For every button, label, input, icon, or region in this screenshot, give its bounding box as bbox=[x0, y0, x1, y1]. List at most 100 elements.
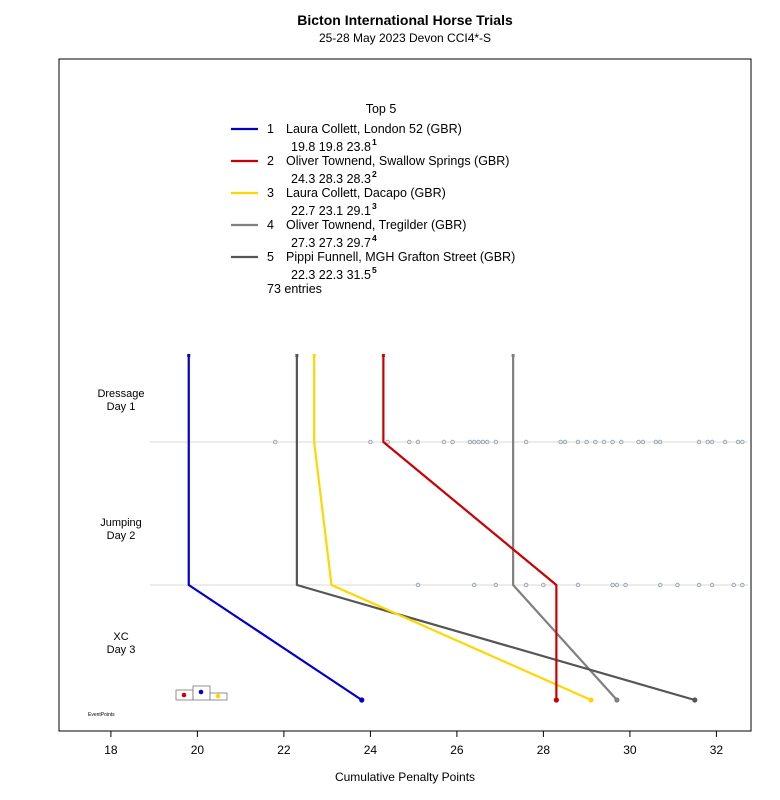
field-point-dressage bbox=[575, 439, 581, 445]
field-point-jumping bbox=[623, 582, 628, 588]
plot-frame bbox=[58, 58, 752, 732]
field-point-dressage bbox=[584, 439, 589, 445]
phase-label: XC bbox=[113, 631, 128, 643]
field-point-jumping bbox=[709, 582, 715, 588]
phase-day-label: Day 2 bbox=[107, 530, 136, 542]
x-tick-label: 18 bbox=[104, 743, 118, 757]
legend-rank: 2 bbox=[267, 154, 274, 168]
field-point-jumping bbox=[657, 582, 663, 588]
field-point-dressage bbox=[601, 439, 607, 445]
series-end-2 bbox=[553, 697, 559, 703]
series-start-2 bbox=[381, 354, 385, 357]
field-point-jumping bbox=[523, 582, 529, 588]
legend-name: Laura Collett, Dacapo (GBR) bbox=[286, 186, 446, 200]
podium-icon bbox=[175, 685, 228, 701]
field-point-dressage bbox=[735, 439, 741, 445]
field-point-dressage bbox=[484, 439, 490, 445]
legend-rank: 5 bbox=[267, 250, 274, 264]
field-point-dressage bbox=[480, 439, 486, 445]
legend-scores: 24.3 28.3 28.3 bbox=[291, 172, 371, 186]
x-tick-label: 32 bbox=[710, 743, 724, 757]
field-point-dressage bbox=[593, 439, 598, 445]
series-end-5 bbox=[692, 697, 698, 703]
field-point-dressage bbox=[476, 439, 481, 445]
field-point-jumping bbox=[610, 582, 615, 588]
field-point-dressage bbox=[610, 439, 615, 445]
field-point-jumping bbox=[472, 582, 477, 588]
legend-name: Oliver Townend, Swallow Springs (GBR) bbox=[286, 154, 509, 168]
field-point-dressage bbox=[653, 439, 659, 445]
field-point-dressage bbox=[493, 439, 499, 445]
series-line-2 bbox=[382, 355, 558, 700]
series-start-4 bbox=[511, 354, 515, 357]
field-point-dressage bbox=[722, 439, 728, 445]
x-tick-label: 20 bbox=[191, 743, 205, 757]
field-point-dressage bbox=[368, 439, 373, 445]
legend-title: Top 5 bbox=[366, 102, 397, 116]
x-tick-label: 28 bbox=[537, 743, 551, 757]
field-point-dressage bbox=[640, 439, 646, 445]
legend: Top 51 Laura Collett, London 52 (GBR)19.8… bbox=[231, 102, 515, 296]
field-point-dressage bbox=[467, 439, 473, 445]
legend-final-rank: 2 bbox=[372, 169, 377, 179]
legend-name: Laura Collett, London 52 (GBR) bbox=[286, 122, 462, 136]
podium-dot-third bbox=[215, 693, 221, 699]
legend-rank: 4 bbox=[267, 218, 274, 232]
field-point-dressage bbox=[450, 439, 455, 445]
legend-name: Pippi Funnell, MGH Grafton Street (GBR) bbox=[286, 250, 515, 264]
field-point-dressage bbox=[562, 439, 568, 445]
x-axis: 18 20 22 24 26 28 30 32 bbox=[104, 731, 723, 757]
phase-label: Jumping bbox=[100, 517, 142, 529]
legend-scores: 22.7 23.1 29.1 bbox=[291, 204, 371, 218]
field-point-jumping bbox=[740, 582, 745, 588]
phase-label: Dressage bbox=[97, 388, 144, 400]
series-line-5 bbox=[295, 355, 696, 702]
field-point-dressage bbox=[619, 439, 624, 445]
field-point-dressage bbox=[740, 439, 745, 445]
x-tick-label: 22 bbox=[277, 743, 291, 757]
series-end-1 bbox=[359, 697, 365, 703]
legend-scores: 27.3 27.3 29.7 bbox=[291, 236, 371, 250]
field-point-dressage bbox=[415, 439, 421, 445]
legend-final-rank: 4 bbox=[372, 233, 377, 243]
legend-scores: 22.3 22.3 31.5 bbox=[291, 268, 371, 282]
legend-scores: 19.8 19.8 23.8 bbox=[291, 140, 371, 154]
field-point-jumping bbox=[696, 582, 702, 588]
x-tick-label: 24 bbox=[364, 743, 378, 757]
x-axis-label: Cumulative Penalty Points bbox=[335, 770, 475, 784]
legend-final-rank: 3 bbox=[372, 201, 377, 211]
legend-final-rank: 5 bbox=[372, 265, 377, 275]
field-point-dressage bbox=[709, 439, 715, 445]
series-line-3 bbox=[313, 355, 592, 702]
podium-dot-first bbox=[198, 689, 204, 695]
field-point-dressage bbox=[636, 439, 641, 445]
field-point-dressage bbox=[385, 439, 390, 445]
legend-rank: 1 bbox=[267, 122, 274, 136]
field-point-dressage bbox=[472, 439, 477, 445]
series-start-5 bbox=[295, 354, 299, 357]
field-point-jumping bbox=[675, 582, 680, 588]
field-point-jumping bbox=[493, 582, 499, 588]
field-point-dressage bbox=[523, 439, 529, 445]
x-tick-label: 26 bbox=[450, 743, 464, 757]
series-start-1 bbox=[187, 354, 191, 357]
field-point-dressage bbox=[705, 439, 710, 445]
series-end-4 bbox=[614, 697, 620, 703]
x-tick-label: 30 bbox=[623, 743, 637, 757]
field-point-dressage bbox=[407, 439, 412, 445]
legend-final-rank: 1 bbox=[372, 137, 377, 147]
phase-day-label: Day 1 bbox=[107, 401, 136, 413]
series-lines bbox=[187, 354, 698, 703]
series-line-1 bbox=[187, 355, 363, 701]
legend-name: Oliver Townend, Tregilder (GBR) bbox=[286, 218, 466, 232]
field-points bbox=[273, 439, 745, 588]
field-point-jumping bbox=[541, 582, 546, 588]
field-point-dressage bbox=[657, 439, 663, 445]
field-point-jumping bbox=[415, 582, 421, 588]
legend-rank: 3 bbox=[267, 186, 274, 200]
field-point-jumping bbox=[575, 582, 581, 588]
field-point-dressage bbox=[558, 439, 563, 445]
watermark: EventPoints bbox=[88, 712, 115, 718]
field-point-dressage bbox=[696, 439, 702, 445]
